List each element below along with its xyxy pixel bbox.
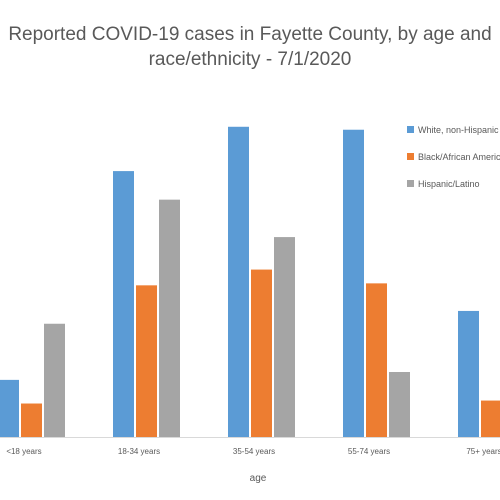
legend-swatch [407, 180, 414, 187]
bar-1-4 [343, 129, 364, 437]
x-tick-labels: <18 years 18-34 years 35-54 years 55-74 yea… [6, 447, 500, 456]
bar-1-2 [113, 171, 134, 437]
bar-1-5 [458, 310, 479, 437]
x-tick-label: 55-74 years [348, 447, 390, 456]
legend-label: Hispanic/Latino [418, 179, 480, 189]
bar-2-1 [21, 403, 42, 437]
bar-3-3 [274, 237, 295, 437]
legend-swatch [407, 153, 414, 160]
x-axis-title: age [250, 473, 267, 484]
x-tick-label: <18 years [6, 447, 41, 456]
legend-label: White, non-Hispanic [418, 125, 499, 135]
x-tick-label: 75+ years [466, 447, 500, 456]
legend-label: Black/African American [418, 152, 500, 162]
bars-layer [0, 126, 500, 437]
bar-1-1 [0, 379, 19, 437]
legend: White, non-Hispanic Black/African America… [407, 125, 500, 189]
bar-2-2 [136, 285, 157, 437]
bar-2-5 [481, 400, 500, 437]
bar-3-1 [44, 323, 65, 437]
legend-swatch [407, 126, 414, 133]
x-tick-label: 35-54 years [233, 447, 275, 456]
bar-2-3 [251, 269, 272, 437]
bar-2-4 [366, 283, 387, 437]
bar-3-4 [389, 372, 410, 437]
chart-title: Reported COVID-19 cases in Fayette Count… [8, 24, 492, 70]
bar-1-3 [228, 126, 249, 437]
x-tick-label: 18-34 years [118, 447, 160, 456]
bar-3-2 [159, 199, 180, 437]
